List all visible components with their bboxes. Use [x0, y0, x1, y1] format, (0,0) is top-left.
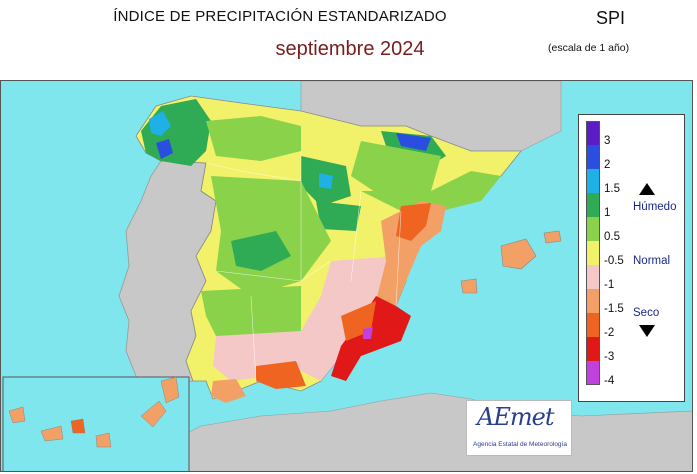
legend-swatch: [586, 145, 600, 169]
canary-inset: [2, 376, 190, 471]
cyl-very-humid: [319, 173, 333, 189]
aragon-light-green: [361, 171, 501, 211]
humid-arrow-icon: [639, 183, 655, 195]
canary-island-6: [160, 376, 180, 404]
spi-map-svg: [1, 81, 692, 471]
menorca: [543, 230, 562, 244]
legend-swatch: [586, 193, 600, 217]
legend-tick-label: 2: [604, 159, 611, 171]
cadiz-orange: [211, 379, 246, 403]
map-subtitle-date: septiembre 2024: [275, 38, 425, 60]
legend-swatch: [586, 121, 600, 145]
legend-tick-label: -1.5: [604, 303, 624, 315]
galicia-very-humid: [149, 111, 171, 136]
murcia-purple: [363, 327, 373, 339]
canary-island-5: [140, 400, 167, 428]
legend-swatch: [586, 313, 600, 337]
legend-swatch: [586, 361, 600, 385]
navarra-light-green: [351, 141, 441, 196]
legend-normal-label: Normal: [633, 255, 671, 267]
map-title: ÍNDICE DE PRECIPITACIÓN ESTANDARIZADO: [113, 8, 447, 25]
legend-tick-label: -1: [604, 279, 615, 291]
galicia-very-humid-2: [156, 139, 173, 159]
valencia-orange: [376, 201, 446, 306]
andalucia-orange: [256, 361, 306, 389]
canary-island-4: [95, 432, 112, 448]
legend-tick-label: 0.5: [604, 231, 620, 243]
legend-tick-label: -3: [604, 351, 615, 363]
legend-swatch: [586, 241, 600, 265]
legend-swatch: [586, 289, 600, 313]
legend-swatch: [586, 337, 600, 361]
basque-very-humid: [396, 133, 431, 151]
spi-map: [0, 80, 693, 472]
canary-island-1: [8, 406, 26, 424]
dry-arrow-icon: [639, 325, 655, 337]
legend-tick-label: 1: [604, 207, 611, 219]
legend-swatch: [586, 265, 600, 289]
mallorca: [500, 238, 537, 270]
legend-dry-label: Seco: [633, 307, 660, 319]
legend-tick-label: -4: [604, 375, 615, 387]
legend-humid-label: Húmedo: [633, 201, 677, 213]
canary-island-3: [70, 418, 86, 434]
legend-tick-label: 1.5: [604, 183, 620, 195]
province-borders: [205, 151, 402, 382]
index-code: SPI: [596, 8, 626, 28]
legend-tick-label: -0.5: [604, 255, 624, 267]
canary-island-2: [40, 425, 64, 442]
aemet-logo: AEmet Agencia Estatal de Meteorología: [466, 400, 572, 456]
center-humid: [231, 231, 291, 271]
legend-tick-label: -2: [604, 327, 615, 339]
legend-tick-label: 3: [604, 135, 611, 147]
ibiza: [460, 278, 478, 294]
aemet-logo-tagline: Agencia Estatal de Meteorología: [473, 441, 567, 448]
valencia-dark-orange: [396, 203, 431, 241]
andalucia-light-green: [201, 286, 301, 341]
legend-swatch: [586, 169, 600, 193]
spi-legend: Húmedo Normal Seco 3 2 1.5 1 0.5 -0.5 -1 -1.5 -2…: [578, 114, 685, 402]
aemet-logo-wordmark: AEmet: [477, 403, 554, 431]
north-light-green: [206, 116, 301, 161]
legend-swatch: [586, 217, 600, 241]
scale-note: (escala de 1 año): [548, 42, 630, 54]
cyl-humid-2: [316, 201, 361, 231]
